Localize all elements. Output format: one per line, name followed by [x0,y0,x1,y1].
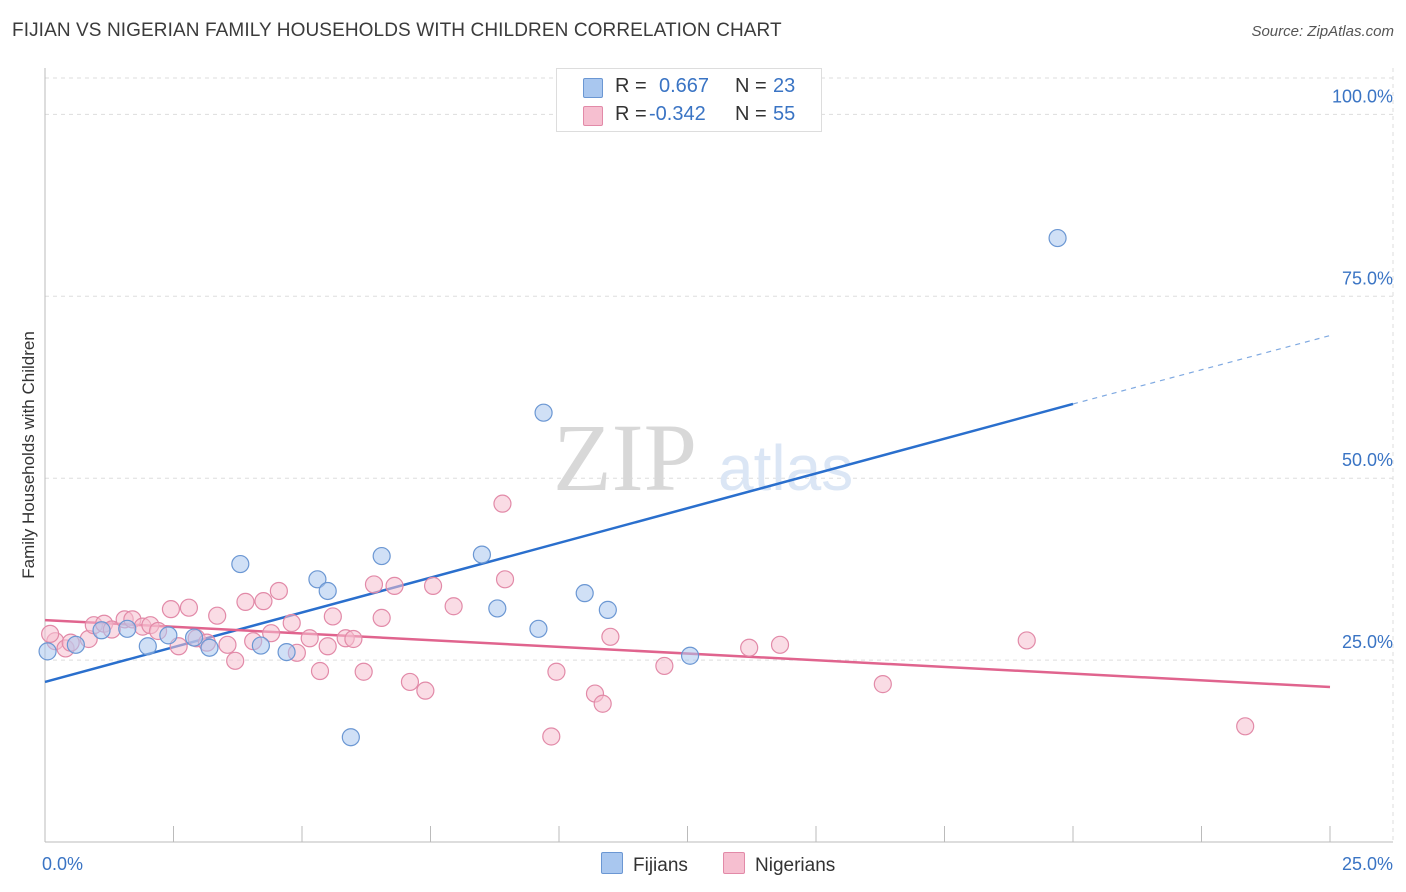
nigerian-point [323,607,342,626]
fijian-point [372,546,391,566]
legend-n-label: N = [735,75,767,97]
nigerian-point [218,635,237,654]
legend-row-nigerians: R = -0.342 N = 55 [557,100,821,128]
fijian-point [38,642,57,661]
nigerian-point [385,576,404,595]
trend-lines [44,334,1331,689]
nigerian-point [416,681,435,700]
nigerian-point [254,592,273,611]
fijian-point [118,619,137,638]
watermark-atlas: atlas [718,432,853,504]
fijian-point [251,636,270,655]
scatter-points [38,228,1255,747]
nigerian-point [873,675,892,694]
fijian-point [138,637,157,656]
nigerian-point [310,661,330,681]
fijian-point [92,621,111,640]
nigerian-point [770,635,790,654]
nigerian-point [593,694,612,713]
fijian-point [231,554,250,574]
nigerian-point [354,662,373,681]
chart-title: FIJIAN VS NIGERIAN FAMILY HOUSEHOLDS WIT… [12,20,782,41]
fijian-point [277,642,296,662]
watermark: ZIP atlas [553,404,853,511]
legend-r-label: R = [615,75,647,97]
legend-n-value: 23 [773,75,796,97]
fijians-legend-swatch [601,852,623,874]
nigerian-point [262,624,281,643]
nigerian-point [400,672,420,692]
nigerian-point [269,581,288,601]
nigerian-point [542,727,561,746]
fijians-swatch [583,78,603,98]
nigerian-point [236,592,255,611]
nigerian-point [495,570,515,589]
source-label: Source: ZipAtlas.com [1251,23,1394,40]
nigerian-point [601,627,620,646]
watermark-zip: ZIP [553,404,697,511]
tick-labels: 25.0% 50.0% 75.0% 100.0% 0.0% 25.0% [42,86,1393,874]
nigerian-point [208,606,227,625]
legend-n-label: N = [735,103,767,125]
nigerian-point [493,494,512,513]
y-tick-label: 25.0% [1342,632,1393,652]
fijian-point [529,619,548,638]
nigerians-legend-label: Nigerians [755,855,836,876]
nigerian-point [655,656,674,676]
fijian-point [308,570,327,589]
fijians-legend-label: Fijians [633,855,688,876]
fijian-point [66,635,85,654]
fijian-point [184,628,204,647]
fijian-point [534,403,553,422]
nigerian-point [300,629,319,648]
nigerians-legend-swatch [723,852,745,874]
y-tick-label: 100.0% [1332,86,1393,106]
nigerian-point [282,613,301,633]
fijian-point [341,728,360,747]
legend-r-label: R = [615,103,647,125]
nigerian-point [1236,717,1255,736]
legend-r-value: -0.342 [649,103,706,125]
nigerian-point [179,598,199,617]
nigerian-point [226,651,245,670]
axes [44,68,1393,843]
fijian-trend-extension [1072,334,1331,405]
nigerian-point [444,597,463,616]
y-tick-label: 75.0% [1342,268,1393,288]
nigerian-point [740,638,759,657]
fijian-trend-line [44,402,1074,684]
fijian-point [472,545,491,564]
grid-lines [45,68,1394,842]
bottom-legend-fijians: Fijians [601,852,688,877]
legend-r-value: 0.667 [659,75,710,97]
nigerian-point [372,608,391,627]
nigerian-point [547,662,566,681]
nigerians-swatch [583,106,603,126]
fijian-point [575,584,594,603]
x-tick-label: 0.0% [42,854,83,874]
fijian-point [200,638,219,657]
nigerian-point [318,637,337,656]
bottom-legend-nigerians: Nigerians [723,852,835,877]
legend-n-value: 55 [773,103,796,125]
legend-row-fijians: R = 0.667 N = 23 [557,72,821,100]
y-tick-label: 50.0% [1342,450,1393,470]
nigerian-point [344,629,363,649]
y-axis-label: Family Households with Children [19,331,38,579]
fijian-point [598,600,617,619]
fijian-point [159,626,178,645]
nigerian-point [423,576,443,595]
nigerian-point [161,600,181,619]
x-tick-label: 25.0% [1342,854,1393,874]
fijian-point [1048,228,1067,248]
nigerian-point [1017,631,1036,650]
nigerian-point [41,624,60,644]
legend: R = 0.667 N = 23 R = -0.342 N = 55 [556,68,822,132]
fijian-point [488,599,507,618]
fijian-point [680,646,700,665]
fijian-point [318,581,337,601]
nigerian-point [364,575,384,594]
